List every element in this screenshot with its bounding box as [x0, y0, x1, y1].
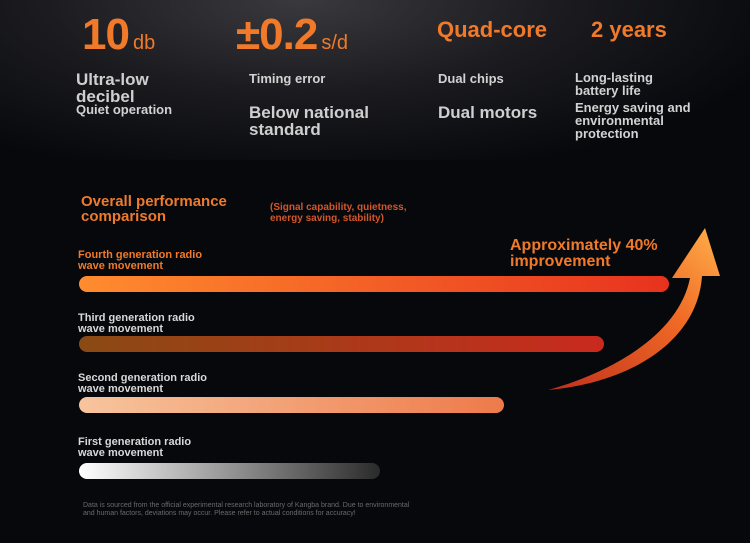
bar-label-gen3: Third generation radio wave movement: [78, 312, 195, 335]
improvement-annotation: Approximately 40% improvement: [510, 237, 658, 270]
stat-timing-unit: s/d: [321, 32, 349, 54]
stat-decibel-value: 10 db: [82, 10, 155, 60]
bar-label-gen4: Fourth generation radio wave movement: [78, 249, 203, 272]
bar-gen3: [79, 336, 605, 352]
stat-timing-sublabel: Below national standard: [249, 103, 369, 139]
stat-battery-value: 2 years: [591, 17, 667, 42]
stat-decibel-unit: db: [132, 32, 156, 54]
stat-decibel-number: 10: [82, 10, 130, 59]
bar-gen2: [79, 397, 504, 413]
header-glow: [0, 0, 750, 160]
bar-gen1: [79, 463, 380, 479]
stat-timing-number: ±0.2: [236, 10, 318, 59]
chart-title: Overall performance comparison: [81, 193, 227, 225]
bar-label-gen2: Second generation radio wave movement: [78, 372, 207, 395]
stat-timing-value: ±0.2 s/d: [236, 10, 348, 60]
improvement-arrow-icon: [548, 228, 720, 390]
footnote: Data is sourced from the official experi…: [83, 502, 410, 517]
stat-quadcore-label: Dual chips: [438, 71, 504, 86]
stat-battery-label: Long-lasting battery life: [575, 70, 653, 98]
bar-label-gen1: First generation radio wave movement: [78, 436, 192, 459]
stat-quadcore-sublabel: Dual motors: [438, 103, 538, 122]
stat-decibel-label: Ultra-low decibel: [76, 70, 149, 106]
chart-subtitle: (Signal capability, quietness, energy sa…: [270, 202, 407, 224]
bar-gen4: [79, 276, 669, 292]
stat-battery-sublabel: Energy saving and environmental protecti…: [575, 100, 691, 141]
stat-timing-label: Timing error: [249, 71, 326, 86]
stat-decibel-sublabel: Quiet operation: [76, 102, 173, 117]
stat-quadcore-value: Quad-core: [437, 17, 548, 42]
